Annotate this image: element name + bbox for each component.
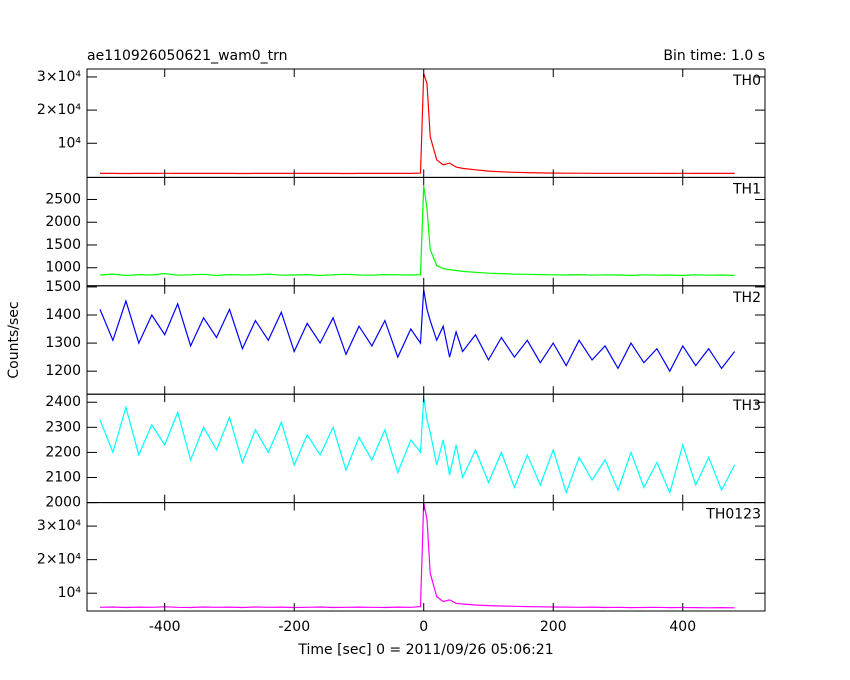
y-tick-label: 2200	[45, 444, 81, 460]
panel-frame	[86, 176, 766, 287]
x-tick-label: 200	[540, 619, 567, 635]
y-tick-label: 1000	[45, 260, 81, 276]
y-tick-label: 10⁴	[58, 135, 82, 151]
panel-label: TH2	[732, 290, 761, 306]
y-tick-label: 1200	[45, 363, 81, 379]
y-tick-label: 1400	[45, 307, 81, 323]
y-tick-label: 1300	[45, 335, 81, 351]
y-tick-label: 2400	[45, 394, 81, 410]
data-line	[100, 73, 735, 175]
y-tick-label: 2500	[45, 191, 81, 207]
chart-title: ae110926050621_wam0_trn	[87, 48, 288, 64]
panel-label: TH3	[732, 398, 761, 414]
y-tick-label: 3×10⁴	[37, 69, 81, 85]
y-tick-label: 10⁴	[58, 585, 82, 601]
y-tick-label: 2000	[45, 495, 81, 511]
y-tick-label: 2100	[45, 470, 81, 486]
x-tick-label: 400	[669, 619, 696, 635]
panel-label: TH0	[732, 73, 761, 89]
panel-frame	[86, 502, 766, 612]
x-tick-label: -200	[278, 619, 310, 635]
y-axis-label: Counts/sec	[6, 301, 22, 378]
panel-label: TH0123	[705, 507, 761, 523]
panel-label: TH1	[732, 181, 761, 197]
y-tick-label: 2000	[45, 214, 81, 230]
data-line	[99, 397, 736, 495]
bin-time: Bin time: 1.0 s	[663, 48, 765, 64]
y-tick-label: 2300	[45, 419, 81, 435]
y-tick-label: 2×10⁴	[37, 102, 81, 118]
y-tick-label: 1500	[45, 279, 81, 295]
y-tick-label: 1500	[45, 237, 81, 253]
y-tick-label: 3×10⁴	[37, 518, 81, 534]
y-tick-label: 2×10⁴	[37, 552, 81, 568]
x-tick-label: -400	[149, 619, 181, 635]
x-tick-label: 0	[419, 619, 428, 635]
panel-frame	[86, 68, 766, 178]
data-line	[99, 289, 736, 373]
x-axis-label: Time [sec] 0 = 2011/09/26 05:06:21	[297, 642, 553, 658]
data-line	[99, 185, 735, 277]
data-line	[99, 502, 735, 609]
